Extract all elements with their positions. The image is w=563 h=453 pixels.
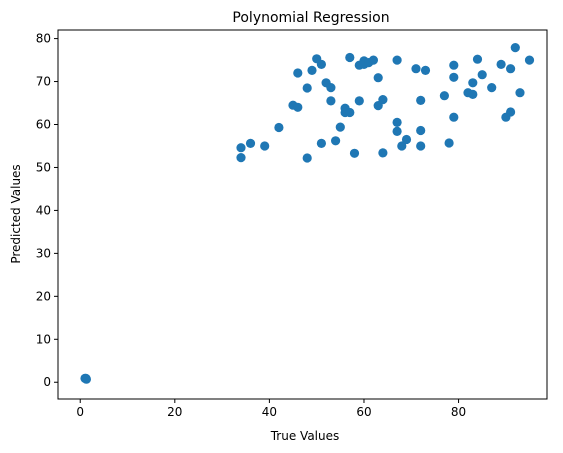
data-point (373, 73, 383, 83)
data-point (449, 72, 459, 82)
x-tick-label: 40 (262, 405, 277, 419)
data-point (335, 122, 345, 132)
y-axis-ticks: 0 10 20 30 40 50 60 70 80 (36, 32, 58, 389)
y-tick-label: 70 (36, 75, 51, 89)
data-point (345, 52, 355, 63)
data-point (416, 125, 426, 136)
data-point (392, 117, 402, 127)
data-point (236, 153, 246, 163)
y-tick-label: 20 (36, 289, 51, 303)
x-tick-label: 80 (451, 405, 466, 419)
data-point (477, 70, 487, 80)
plot-frame (57, 29, 548, 400)
data-point (416, 95, 426, 105)
x-tick-label: 0 (76, 405, 84, 419)
data-point (316, 138, 326, 148)
data-point (293, 102, 303, 112)
data-point (510, 43, 520, 53)
data-point (468, 89, 478, 99)
data-point (307, 65, 317, 75)
data-point (345, 107, 355, 118)
data-point (496, 59, 506, 69)
x-tick-label: 60 (356, 405, 371, 419)
data-point (392, 55, 402, 65)
data-point (397, 141, 407, 151)
data-point (260, 141, 270, 151)
data-point (316, 59, 326, 69)
y-tick-label: 50 (36, 160, 51, 174)
data-point (274, 122, 284, 133)
data-point (420, 65, 431, 75)
x-axis-ticks: 0 20 40 60 80 (76, 399, 466, 419)
data-point (378, 148, 388, 158)
data-point (368, 55, 378, 65)
data-point (331, 136, 341, 146)
x-tick-label: 20 (167, 405, 182, 419)
y-tick-label: 60 (36, 118, 51, 132)
data-point (236, 143, 246, 153)
data-point (487, 83, 497, 93)
data-point (326, 83, 336, 93)
data-point (354, 96, 364, 106)
data-point (416, 141, 426, 151)
data-point (81, 374, 91, 384)
y-axis-label: Predicted Values (9, 164, 23, 263)
data-point (524, 55, 535, 65)
data-point (302, 153, 312, 163)
data-point (515, 88, 525, 98)
data-point (378, 95, 388, 105)
chart-title: Polynomial Regression (232, 10, 389, 26)
data-point (472, 54, 483, 64)
data-point (439, 91, 449, 101)
data-point (449, 60, 459, 70)
y-tick-label: 80 (36, 32, 51, 46)
x-axis-label: True Values (270, 429, 340, 443)
data-point (449, 112, 459, 122)
data-point (468, 78, 478, 88)
data-point (392, 126, 402, 136)
data-point (411, 64, 421, 74)
data-point (293, 68, 303, 78)
data-point (444, 138, 454, 148)
y-tick-label: 0 (43, 375, 51, 389)
points-layer (80, 43, 535, 384)
data-point (506, 64, 516, 74)
y-tick-label: 10 (36, 332, 51, 346)
data-point (326, 96, 336, 106)
data-point (245, 138, 256, 148)
data-point (506, 107, 516, 117)
data-point (302, 83, 312, 93)
data-point (401, 134, 412, 145)
data-point (349, 148, 360, 158)
y-tick-label: 30 (36, 246, 51, 260)
y-tick-label: 40 (36, 203, 51, 217)
